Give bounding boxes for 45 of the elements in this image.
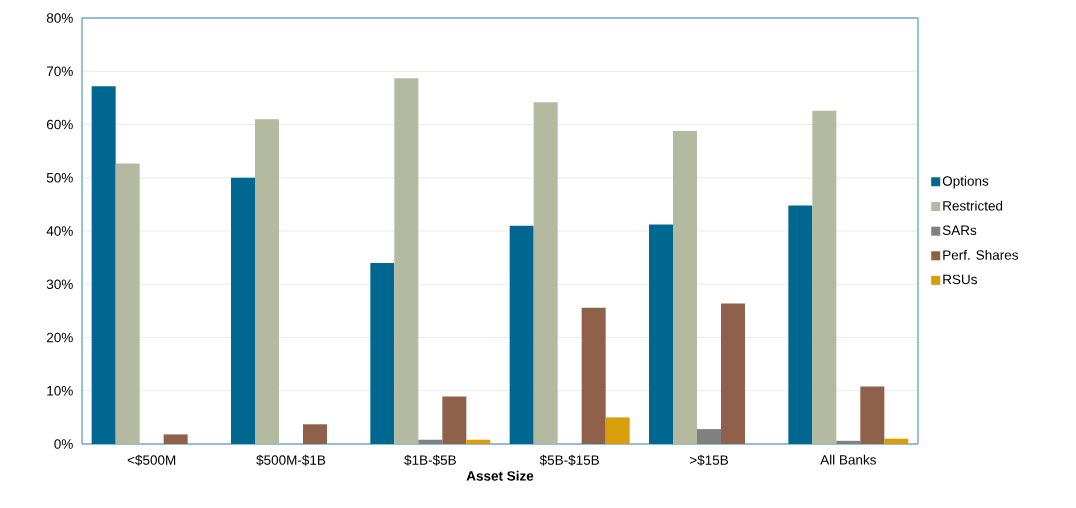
legend-label: Options — [942, 175, 989, 189]
bar — [509, 225, 534, 444]
bar — [697, 429, 721, 444]
bar — [231, 177, 255, 444]
x-tick-label: $500M-$1B — [256, 454, 326, 466]
y-tick-label: 20% — [46, 332, 73, 343]
bar — [442, 396, 467, 444]
y-tick-label: 40% — [46, 226, 73, 236]
bar — [303, 424, 327, 444]
x-tick-label: <$500M — [127, 454, 176, 466]
x-tick-label: All Banks — [820, 454, 876, 465]
bar — [581, 307, 606, 444]
x-axis-title: Asset Size — [466, 470, 534, 481]
bar — [788, 205, 813, 444]
bar — [418, 439, 443, 444]
bar — [721, 303, 745, 444]
bar — [884, 438, 909, 444]
legend-label: SARs — [942, 225, 977, 236]
legend-label: RSUs — [943, 274, 977, 285]
legend-label: Perf. Shares — [943, 249, 1018, 260]
bar — [649, 224, 673, 444]
bar — [466, 439, 491, 444]
y-tick-label: 30% — [46, 279, 73, 290]
y-tick-label: 60% — [46, 119, 73, 130]
bar — [836, 440, 861, 444]
y-tick-label: 10% — [47, 385, 73, 396]
bar — [605, 417, 630, 444]
bar — [812, 110, 837, 444]
bar — [255, 119, 279, 444]
bar — [533, 102, 558, 444]
bar — [370, 262, 395, 444]
y-tick-label: 80% — [46, 13, 73, 23]
x-tick-label: $5B-$15B — [539, 454, 599, 466]
y-tick-label: 70% — [46, 66, 73, 77]
bar — [394, 78, 419, 444]
bar — [163, 434, 188, 444]
x-tick-label: >$15B — [689, 454, 728, 466]
y-tick-label: 50% — [46, 172, 73, 183]
y-tick-label: 0% — [54, 439, 73, 449]
bar — [91, 86, 116, 444]
bar — [673, 130, 697, 444]
bar — [115, 163, 140, 444]
x-tick-label: $1B-$5B — [404, 454, 456, 466]
bar — [860, 386, 885, 444]
legend-label: Restricted — [943, 200, 1003, 211]
